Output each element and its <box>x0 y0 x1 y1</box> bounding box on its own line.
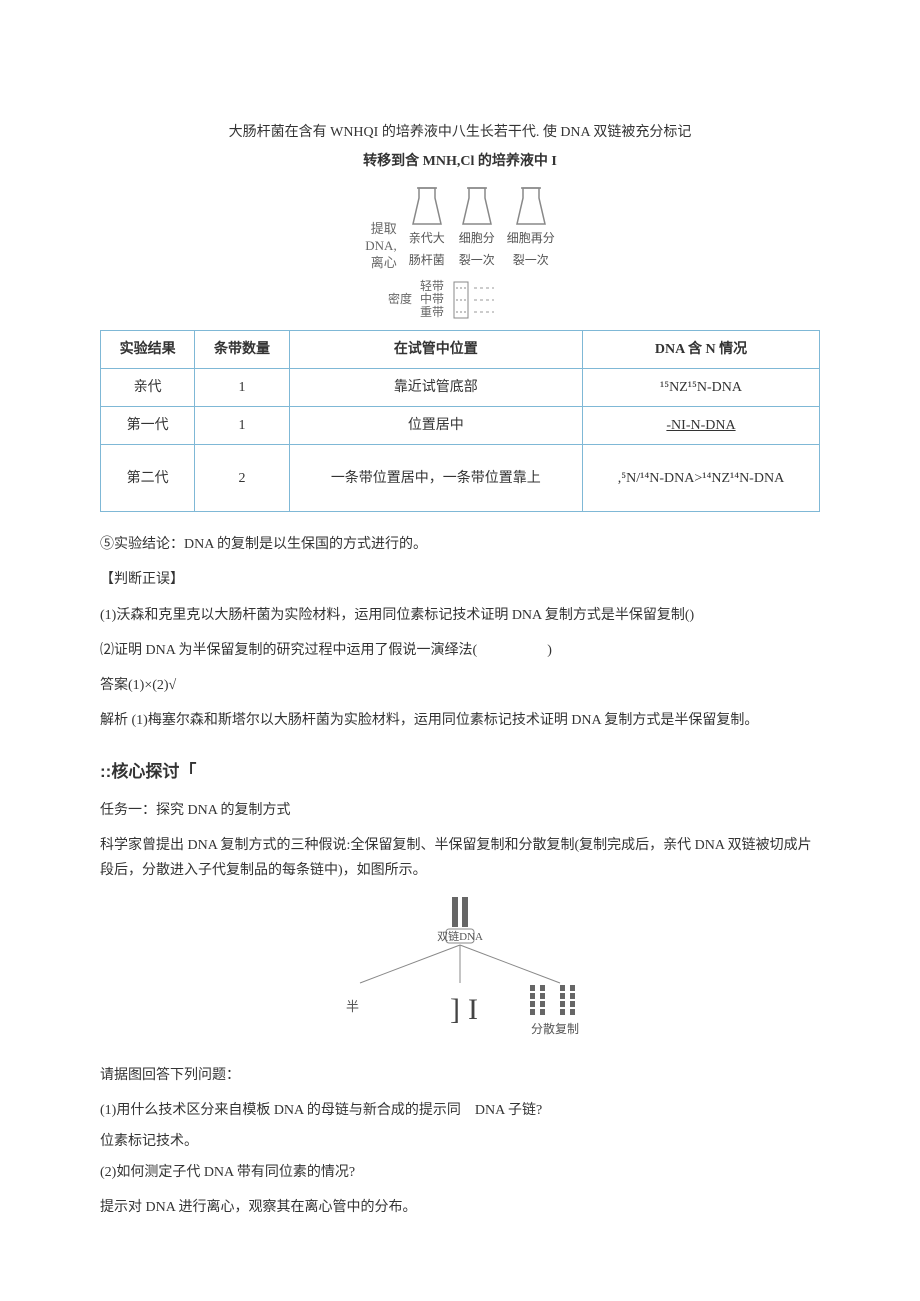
flask-parent: 亲代大 肠杆菌 <box>407 184 447 271</box>
table-header-row: 实验结果 条带数量 在试管中位置 DNA 含 N 情况 <box>101 330 820 368</box>
col-header: DNA 含 N 情况 <box>582 330 819 368</box>
label-dna: DNA, <box>365 238 396 255</box>
svg-text:]: ] <box>450 993 460 1026</box>
flask-gen1: 细胞分 裂一次 <box>457 184 497 271</box>
flask-icon <box>457 184 497 228</box>
answer-line: 答案(1)×(2)√ <box>100 673 820 698</box>
flask-icon <box>407 184 447 228</box>
label-extract: 提取 <box>365 221 396 238</box>
cell: 1 <box>195 406 289 444</box>
question-2-answer: 提示对 DNA 进行离心，观察其在离心管中的分布。 <box>100 1195 820 1220</box>
cell: 2 <box>195 445 289 512</box>
task1-title: 任务一：探究 DNA 的复制方式 <box>100 798 820 823</box>
fig-left-label: 半 <box>346 999 359 1014</box>
cell: ¹⁵NZ¹⁵N-DNA <box>582 368 819 406</box>
table-row: 第一代 1 位置居中 -NI-N-DNA <box>101 406 820 444</box>
flask-icon <box>511 184 551 228</box>
cell: 第一代 <box>101 406 195 444</box>
flask-label: 细胞再分 <box>507 228 555 250</box>
flask-label: 细胞分 <box>459 228 495 250</box>
col-header: 在试管中位置 <box>289 330 582 368</box>
judge-heading: 【判断正误】 <box>100 567 820 592</box>
cell: 一条带位置居中，一条带位置靠上 <box>289 445 582 512</box>
cell-underline: -NI-N-DNA <box>666 418 735 433</box>
fig-top-label: 双链DNA <box>437 929 483 943</box>
judge-item-2: ⑵证明 DNA 为半保留复制的研究过程中运用了假说一演绎法( ) <box>100 638 820 663</box>
tube-bands-icon <box>452 280 532 320</box>
band-heavy: 重带 <box>420 306 444 319</box>
cell: 位置居中 <box>289 406 582 444</box>
question-head: 请据图回答下列问题： <box>100 1063 820 1088</box>
cell: ,⁵N/¹⁴N-DNA>¹⁴NZ¹⁴N-DNA <box>582 445 819 512</box>
core-section-head: ::核心探讨「 <box>100 757 820 788</box>
cell: 1 <box>195 368 289 406</box>
cell: 亲代 <box>101 368 195 406</box>
flask-gen2: 细胞再分 裂一次 <box>507 184 555 271</box>
experiment-diagram: 提取 DNA, 离心 亲代大 肠杆菌 细胞分 裂一次 细胞再分 裂一次 密度 <box>100 184 820 319</box>
flask-label: 裂一次 <box>513 250 549 272</box>
results-table: 实验结果 条带数量 在试管中位置 DNA 含 N 情况 亲代 1 靠近试管底部 … <box>100 330 820 513</box>
question-1: (1)用什么技术区分来自模板 DNA 的母链与新合成的提示同 DNA 子链? <box>100 1098 820 1123</box>
flask-label: 肠杆菌 <box>409 250 445 272</box>
band-light: 轻带 <box>420 280 444 293</box>
cell: 第二代 <box>101 445 195 512</box>
col-header: 实验结果 <box>101 330 195 368</box>
flask-label: 裂一次 <box>459 250 495 272</box>
band-labels: 轻带 中带 重带 <box>420 280 444 320</box>
intro-line-1: 大肠杆菌在含有 WNHQI 的培养液中八生长若干代. 使 DNA 双链被充分标记 <box>100 120 820 145</box>
extract-labels: 提取 DNA, 离心 <box>365 221 396 272</box>
cell: 靠近试管底部 <box>289 368 582 406</box>
conclusion: ⑤实验结论：DNA 的复制是以生保国的方式进行的。 <box>100 532 820 557</box>
task1-body: 科学家曾提出 DNA 复制方式的三种假说:全保留复制、半保留复制和分散复制(复制… <box>100 833 820 883</box>
table-row: 第二代 2 一条带位置居中，一条带位置靠上 ,⁵N/¹⁴N-DNA>¹⁴NZ¹⁴… <box>101 445 820 512</box>
judge-item-1: (1)沃森和克里克以大肠杆菌为实险材料，运用同位素标记技术证明 DNA 复制方式… <box>100 603 820 628</box>
density-label: 密度 <box>388 289 412 311</box>
modes-diagram-icon: 双链DNA 半 ] I 分散复制 <box>300 893 620 1043</box>
replication-modes-figure: 双链DNA 半 ] I 分散复制 <box>100 893 820 1052</box>
question-1-answer: 位素标记技术。 <box>100 1129 820 1154</box>
svg-text:I: I <box>468 993 478 1026</box>
cell: -NI-N-DNA <box>582 406 819 444</box>
fig-right-label: 分散复制 <box>531 1021 579 1036</box>
label-centrifuge: 离心 <box>365 255 396 272</box>
flask-label: 亲代大 <box>409 228 445 250</box>
explain-line: 解析 (1)梅塞尔森和斯塔尔以大肠杆菌为实脸材料，运用同位素标记技术证明 DNA… <box>100 708 820 733</box>
intro-line-2: 转移到含 MNH,Cl 的培养液中 I <box>100 149 820 174</box>
question-2: (2)如何测定子代 DNA 带有同位素的情况? <box>100 1160 820 1185</box>
table-row: 亲代 1 靠近试管底部 ¹⁵NZ¹⁵N-DNA <box>101 368 820 406</box>
col-header: 条带数量 <box>195 330 289 368</box>
